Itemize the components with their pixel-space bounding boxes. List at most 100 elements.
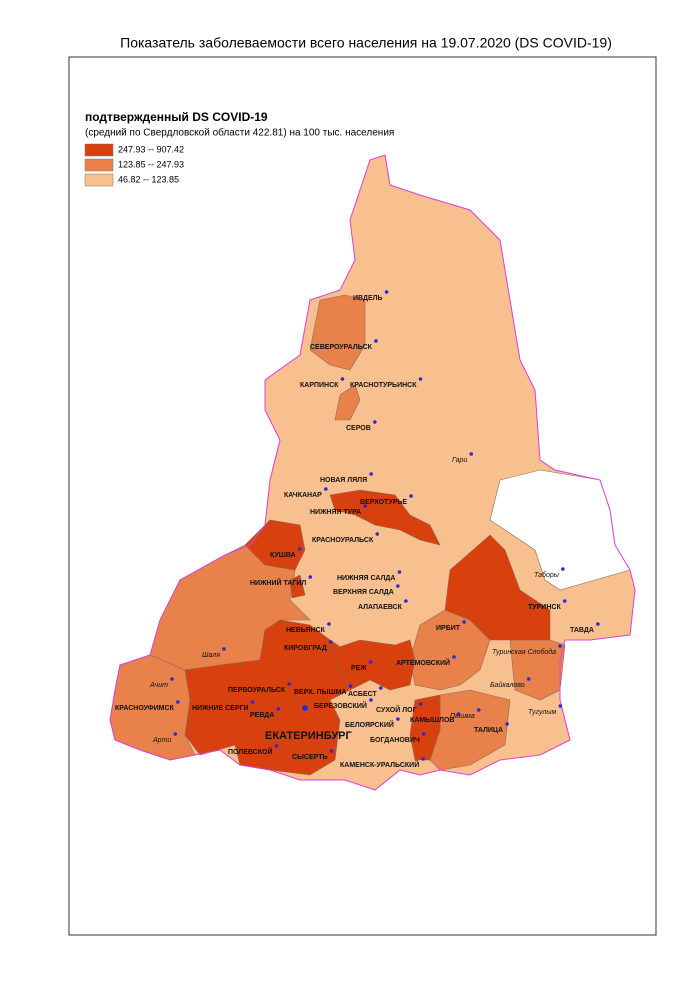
place-label: АСБЕСТ xyxy=(348,691,378,698)
place-dot xyxy=(328,640,333,644)
place-dot xyxy=(456,712,461,716)
place-label: Байкалово xyxy=(490,681,525,689)
place-label: ИРБИТ xyxy=(436,625,461,632)
place-dot xyxy=(324,487,328,491)
place-label: ТАВДА xyxy=(570,627,594,634)
place-dot xyxy=(469,452,474,456)
place-label: ИВДЕЛЬ xyxy=(353,295,383,302)
place-dot xyxy=(418,377,423,381)
place-label: КАМЫШЛОВ xyxy=(410,717,454,724)
place-label: СЫСЕРТЬ xyxy=(292,754,328,761)
place-dot xyxy=(421,757,426,761)
place-labels: ИВДЕЛЬ СЕВЕРОУРАЛЬСК КАРПИНСК КРАСНОТУРЬИНС… xyxy=(115,290,600,769)
place-label: БЕЛОЯРСКИЙ xyxy=(345,720,394,729)
place-dot xyxy=(526,677,531,681)
region xyxy=(289,574,306,599)
place-dot xyxy=(561,567,565,571)
place-dot xyxy=(596,622,600,626)
place-dot xyxy=(287,682,291,686)
place-dot xyxy=(369,472,373,476)
place-dot xyxy=(327,622,331,626)
region xyxy=(409,694,441,761)
place-dot xyxy=(276,707,281,711)
place-dot xyxy=(340,377,345,381)
region xyxy=(334,384,361,421)
place-label: БЕРЕЗОВСКИЙ xyxy=(314,701,367,710)
place-dot xyxy=(308,575,313,579)
place-label: Тугулым xyxy=(528,709,557,716)
legend-swatch xyxy=(84,158,114,172)
place-label: Арти xyxy=(152,737,171,744)
place-dot xyxy=(396,584,400,588)
place-dot xyxy=(373,420,377,424)
place-label: НЕВЬЯНСК xyxy=(286,627,326,634)
place-label: КРАСНОУФИМСК xyxy=(115,705,175,712)
place-label: КАЧКАНАР xyxy=(284,492,322,499)
place-label: Шаля xyxy=(202,652,220,659)
place-dot xyxy=(368,660,373,664)
place-dot xyxy=(558,644,562,648)
place-label: НОВАЯ ЛЯЛЯ xyxy=(320,477,367,484)
place-dot xyxy=(505,722,509,726)
place-dot xyxy=(384,290,389,294)
legend: 247.93 -- 907.42 123.85 -- 247.93 46.82 --… xyxy=(84,143,184,187)
place-dot xyxy=(452,655,456,659)
place-label: ВЕРХ. ПЫШМА xyxy=(294,689,347,696)
region xyxy=(329,639,416,691)
place-label: ЕКАТЕРИНБУРГ xyxy=(265,730,353,742)
place-label: КУШВА xyxy=(270,552,296,559)
oblast-border xyxy=(109,154,636,791)
place-dot xyxy=(274,744,279,748)
place-dot xyxy=(476,708,481,712)
place-label: КАМЕНСК-УРАЛЬСКИЙ xyxy=(340,760,419,769)
region xyxy=(329,489,441,546)
region xyxy=(444,534,551,641)
place-dot xyxy=(222,647,226,651)
place-label: БОГДАНОВИЧ xyxy=(370,737,420,744)
legend-label: 247.93 -- 907.42 xyxy=(118,144,184,154)
place-label: НИЖНЯЯ ТУРА xyxy=(310,509,361,516)
place-label: ВЕРХОТУРЬЕ xyxy=(360,499,407,506)
place-label: ТУРИНСК xyxy=(528,604,561,611)
place-label: НИЖНИЕ СЕРГИ xyxy=(192,705,249,712)
place-dot xyxy=(562,599,567,603)
place-dot xyxy=(558,704,563,708)
place-label: ПЕРВОУРАЛЬСК xyxy=(228,687,286,694)
place-dot xyxy=(374,339,378,343)
place-label: АЛАПАЕВСК xyxy=(358,604,403,611)
place-dot xyxy=(396,717,400,721)
place-dot xyxy=(173,732,178,736)
map xyxy=(109,154,636,791)
legend-label: 123.85 -- 247.93 xyxy=(118,159,184,169)
place-label: РЕЖ xyxy=(351,665,367,672)
place-label: Пышма xyxy=(450,713,475,720)
place-label: КИРОВГРАД xyxy=(284,645,327,652)
place-label: КРАСНОУРАЛЬСК xyxy=(312,537,374,544)
place-label: СЕВЕРОУРАЛЬСК xyxy=(310,344,373,351)
place-dot xyxy=(462,620,466,624)
title: Показатель заболеваемости всего населени… xyxy=(120,35,612,51)
place-label: Ачит xyxy=(149,682,168,689)
place-dot xyxy=(176,700,180,704)
place-dot xyxy=(348,684,353,688)
place-dot xyxy=(404,599,408,603)
place-dot xyxy=(363,504,368,508)
region xyxy=(309,294,366,371)
place-dot xyxy=(297,547,302,551)
place-dot xyxy=(329,749,334,753)
place-dot xyxy=(397,570,402,574)
legend-swatch xyxy=(84,173,114,187)
place-label: ВЕРХНЯЯ САЛДА xyxy=(333,589,394,596)
place-dot xyxy=(418,702,423,706)
place-dot xyxy=(422,732,426,736)
place-dot xyxy=(369,698,373,702)
place-label: Гари xyxy=(452,457,467,464)
legend-title: подтвержденный DS COVID-19 xyxy=(85,110,268,124)
place-label: ТАЛИЦА xyxy=(474,727,503,734)
place-dot xyxy=(378,686,383,690)
place-label: КРАСНОТУРЬИНСК xyxy=(350,382,417,389)
legend-swatch xyxy=(84,143,114,157)
region xyxy=(184,619,351,776)
place-label: Туринская Слобода xyxy=(492,648,556,656)
